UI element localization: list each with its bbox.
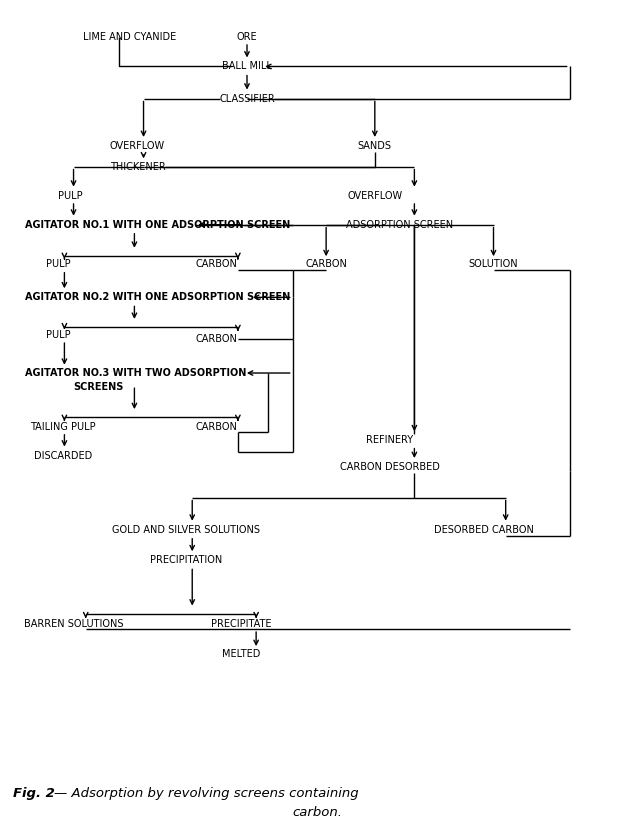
Text: ORE: ORE [236, 32, 257, 42]
Text: CARBON: CARBON [196, 334, 238, 344]
Text: REFINERY: REFINERY [366, 435, 413, 445]
Text: BALL MILL: BALL MILL [222, 61, 272, 71]
Text: Fig. 2: Fig. 2 [13, 787, 55, 801]
Text: SANDS: SANDS [358, 141, 392, 151]
Text: OVERFLOW: OVERFLOW [347, 191, 403, 201]
Text: DISCARDED: DISCARDED [34, 450, 93, 460]
Text: BARREN SOLUTIONS: BARREN SOLUTIONS [24, 619, 123, 629]
Text: AGITATOR NO.3 WITH TWO ADSORPTION: AGITATOR NO.3 WITH TWO ADSORPTION [25, 368, 246, 378]
Text: carbon.: carbon. [292, 806, 342, 819]
Text: AGITATOR NO.1 WITH ONE ADSORPTION SCREEN: AGITATOR NO.1 WITH ONE ADSORPTION SCREEN [25, 220, 290, 229]
Text: TAILING PULP: TAILING PULP [30, 422, 96, 432]
Text: PRECIPITATION: PRECIPITATION [150, 555, 223, 565]
Text: CARBON DESORBED: CARBON DESORBED [340, 462, 440, 472]
Text: PULP: PULP [58, 191, 83, 201]
Text: — Adsorption by revolving screens containing: — Adsorption by revolving screens contai… [54, 787, 358, 801]
Text: SOLUTION: SOLUTION [469, 260, 519, 270]
Text: SCREENS: SCREENS [74, 381, 124, 391]
Text: PULP: PULP [46, 260, 70, 270]
Text: CARBON: CARBON [196, 422, 238, 432]
Text: LIME AND CYANIDE: LIME AND CYANIDE [82, 32, 176, 42]
Text: CARBON: CARBON [196, 260, 238, 270]
Text: AGITATOR NO.2 WITH ONE ADSORPTION SCREEN: AGITATOR NO.2 WITH ONE ADSORPTION SCREEN [25, 292, 290, 302]
Text: DESORBED CARBON: DESORBED CARBON [434, 525, 534, 535]
Text: OVERFLOW: OVERFLOW [110, 141, 165, 151]
Text: PRECIPITATE: PRECIPITATE [210, 619, 271, 629]
Text: GOLD AND SILVER SOLUTIONS: GOLD AND SILVER SOLUTIONS [112, 525, 260, 535]
Text: MELTED: MELTED [222, 649, 260, 659]
Text: CLASSIFIER: CLASSIFIER [219, 93, 275, 103]
Text: THICKENER: THICKENER [110, 161, 165, 171]
Text: ADSORPTION SCREEN: ADSORPTION SCREEN [346, 220, 453, 229]
Text: CARBON: CARBON [305, 260, 347, 270]
Text: PULP: PULP [46, 330, 70, 340]
